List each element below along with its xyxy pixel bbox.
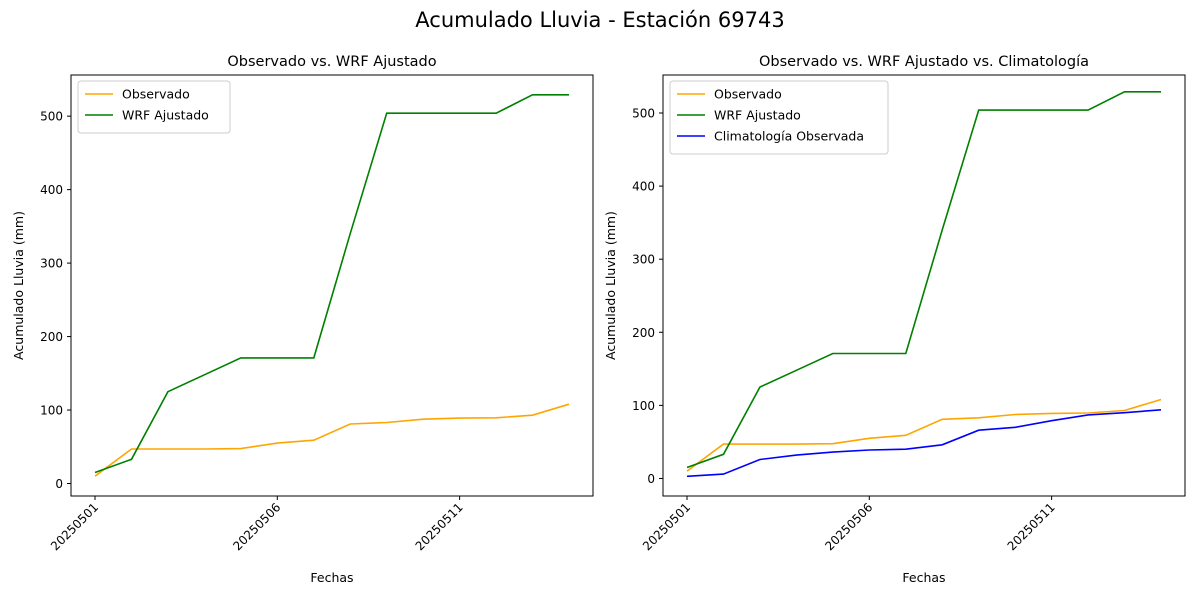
legend-label: Observado <box>714 87 782 102</box>
y-tick-label: 400 <box>40 183 63 197</box>
legend-label: Climatología Observada <box>714 129 864 144</box>
x-tick-label: 20250511 <box>413 500 466 553</box>
y-tick-label: 100 <box>632 399 655 413</box>
legend-box <box>77 80 231 134</box>
x-tick-label: 20250506 <box>822 500 875 553</box>
series-line-wrf-ajustado <box>686 91 1161 469</box>
chart-title: Observado vs. WRF Ajustado vs. Climatolo… <box>759 54 1089 70</box>
legend-label: WRF Ajustado <box>714 108 801 123</box>
y-tick-label: 0 <box>647 472 655 486</box>
y-tick-label: 500 <box>632 107 655 121</box>
y-tick-label: 300 <box>40 257 63 271</box>
x-axis-label: Fechas <box>310 570 353 585</box>
x-tick-label: 20250506 <box>230 500 283 553</box>
x-axis-label: Fechas <box>902 570 945 585</box>
y-axis-label: Acumulado Lluvia (mm) <box>603 211 618 360</box>
legend-label: Observado <box>122 87 190 102</box>
plot-frame <box>662 74 1186 497</box>
chart-panel-2: Observado vs. WRF Ajustado vs. Climatolo… <box>603 54 1186 585</box>
y-tick-label: 300 <box>632 253 655 267</box>
series-line-observado <box>94 403 570 477</box>
y-tick-label: 500 <box>40 110 63 124</box>
figure-title: Acumulado Lluvia - Estación 69743 <box>415 8 785 32</box>
y-tick-label: 0 <box>55 477 63 491</box>
legend-box <box>669 80 889 155</box>
legend: Observado WRF Ajustado Climatología Observ… <box>669 80 889 155</box>
y-axis-label: Acumulado Lluvia (mm) <box>11 211 26 360</box>
y-tick-label: 100 <box>40 404 63 418</box>
series-line-observado <box>686 398 1162 472</box>
y-tick-label: 200 <box>40 330 63 344</box>
legend-label: WRF Ajustado <box>122 108 209 123</box>
x-tick-label: 20250501 <box>640 500 693 553</box>
chart-title: Observado vs. WRF Ajustado <box>227 54 436 70</box>
series-line-wrf-ajustado <box>94 94 569 474</box>
y-tick-label: 400 <box>632 180 655 194</box>
plot-frame <box>70 74 594 497</box>
chart-panel-1: Observado vs. WRF Ajustado 0 100 200 300 400 5… <box>11 54 594 585</box>
legend: Observado WRF Ajustado <box>77 80 231 134</box>
y-tick-label: 200 <box>632 326 655 340</box>
x-tick-label: 20250501 <box>48 500 101 553</box>
x-tick-label: 20250511 <box>1005 500 1058 553</box>
series-line-climatolog-a-observada <box>686 409 1162 478</box>
